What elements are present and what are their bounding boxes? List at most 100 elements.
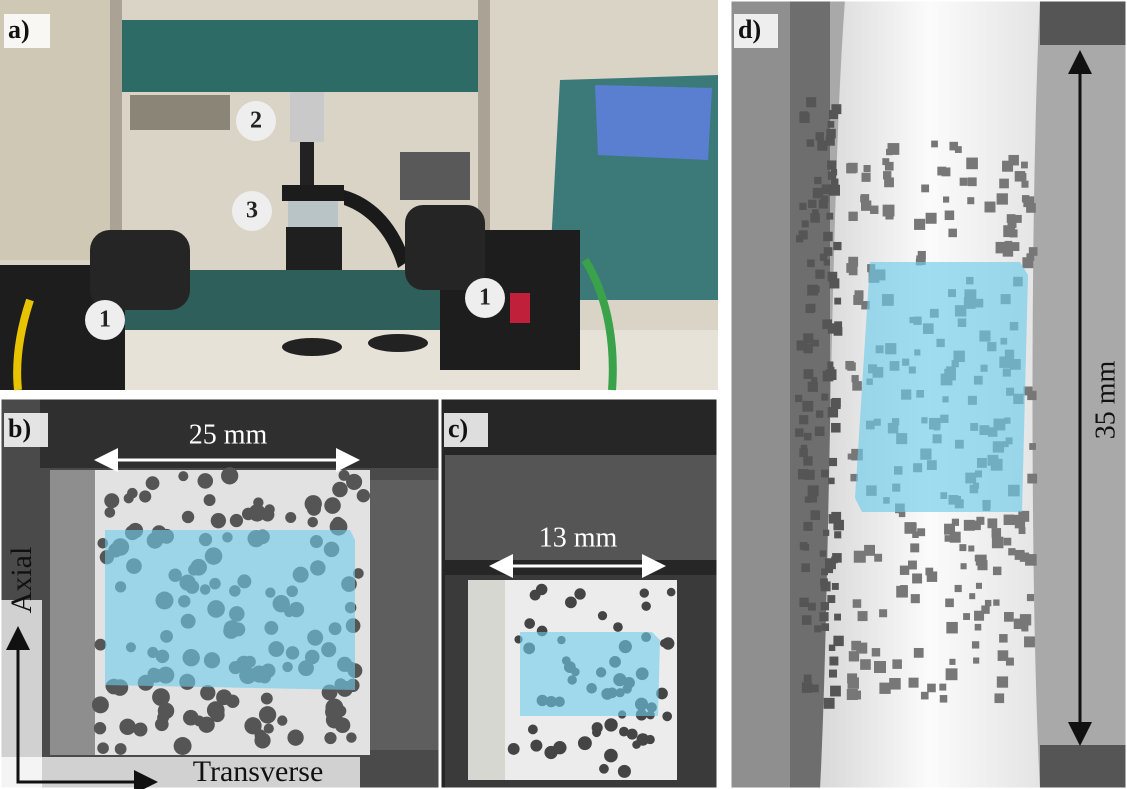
speckle <box>854 290 863 299</box>
speckle <box>813 286 820 293</box>
speckle <box>822 319 832 329</box>
speckle <box>829 278 839 288</box>
speckle <box>528 725 538 735</box>
speckle <box>834 614 841 621</box>
speckle <box>200 685 215 700</box>
speckle <box>968 177 977 186</box>
speckle <box>803 522 812 531</box>
marker: 3 <box>246 198 258 224</box>
speckle <box>92 696 109 713</box>
speckle <box>858 611 868 621</box>
label-red <box>510 293 530 323</box>
panel-label: c) <box>448 414 468 443</box>
page: a) 1 2 3 1 b) 25 mm Axial Transverse <box>0 0 1127 789</box>
speckle <box>987 518 997 528</box>
speckle <box>801 563 810 572</box>
speckle <box>811 684 819 692</box>
speckle <box>259 706 276 723</box>
panel-d: d) 35 mm <box>730 0 1127 789</box>
speckle <box>808 494 817 503</box>
speckle <box>829 657 838 666</box>
speckle <box>146 476 160 490</box>
speckle <box>332 517 344 529</box>
speckle <box>799 203 806 210</box>
speckle <box>799 415 808 424</box>
grip <box>1040 745 1127 789</box>
dimension-label: 35 mm <box>1090 361 1121 440</box>
speckle <box>204 494 216 506</box>
speckle <box>667 588 676 597</box>
speckle <box>862 173 871 182</box>
speckle <box>1010 549 1016 555</box>
speckle <box>104 493 119 508</box>
speckle <box>598 611 607 620</box>
speckle <box>305 495 322 512</box>
speckle <box>976 555 987 566</box>
speckle <box>821 623 829 631</box>
dimension-label: 25 mm <box>189 419 268 450</box>
speckle <box>955 585 962 592</box>
speckle <box>820 550 826 556</box>
speckle <box>994 693 1004 703</box>
speckle <box>221 467 238 484</box>
speckle <box>914 219 925 230</box>
speckle <box>821 581 831 591</box>
speckle <box>833 636 843 646</box>
speckle <box>832 583 839 590</box>
speckle <box>827 595 835 603</box>
speckle <box>976 517 984 525</box>
lens-right <box>405 205 485 290</box>
speckle <box>808 382 818 392</box>
speckle <box>883 205 895 217</box>
speckle <box>926 213 937 224</box>
speckle <box>960 178 968 186</box>
speckle <box>848 454 854 460</box>
speckle <box>553 741 566 754</box>
speckle <box>119 719 135 735</box>
speckle <box>885 162 894 171</box>
speckle <box>910 543 919 552</box>
speckle <box>948 229 957 238</box>
speckle <box>574 588 585 599</box>
speckle <box>819 612 828 621</box>
speckle <box>808 603 816 611</box>
speckle <box>853 599 862 608</box>
speckle <box>127 488 138 499</box>
speckle <box>861 194 870 203</box>
panel-a: a) 1 2 3 1 <box>0 0 718 390</box>
speckle <box>945 599 954 608</box>
speckle <box>914 648 924 658</box>
speckle <box>828 121 835 128</box>
speckle <box>968 545 974 551</box>
speckle <box>799 598 808 607</box>
speckle <box>860 659 871 670</box>
speckle <box>921 692 929 700</box>
speckle <box>999 634 1008 643</box>
speckle <box>211 513 226 528</box>
speckle <box>1029 443 1036 450</box>
speckle <box>1021 162 1028 169</box>
speckle <box>814 625 821 632</box>
speckle <box>827 361 833 367</box>
platen <box>282 185 344 201</box>
speckle <box>945 535 952 542</box>
speckle <box>357 489 370 502</box>
speckle <box>599 764 609 774</box>
speckle <box>939 684 946 691</box>
speckle <box>530 590 541 601</box>
speckle <box>216 689 232 705</box>
speckle <box>1015 550 1025 560</box>
speckle <box>883 171 891 179</box>
speckle <box>253 497 263 507</box>
speckle <box>242 508 255 521</box>
speckle <box>277 715 287 725</box>
speckle <box>879 683 890 694</box>
speckle <box>346 732 356 742</box>
speckle <box>254 732 270 748</box>
speckle <box>1014 215 1022 223</box>
speckle <box>912 573 922 583</box>
speckle <box>848 257 858 267</box>
speckle <box>287 730 303 746</box>
speckle <box>799 113 809 123</box>
speckle <box>264 504 274 514</box>
